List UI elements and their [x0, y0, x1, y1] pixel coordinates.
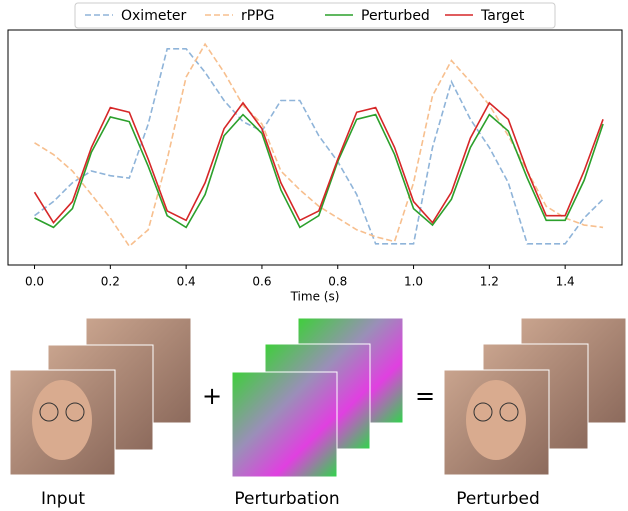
series-line [35, 103, 604, 223]
plot-frame [8, 30, 622, 265]
legend-label: Perturbed [361, 8, 430, 24]
perturbed-stack [444, 318, 626, 475]
legend-label: rPPG [241, 8, 275, 24]
equals-operator: = [415, 382, 435, 410]
plus-operator: + [202, 382, 222, 410]
x-tick-label: 0.8 [328, 275, 347, 289]
x-tick-label: 0.0 [25, 275, 44, 289]
x-tick-label: 1.4 [556, 275, 575, 289]
panel-label: Input [41, 489, 85, 509]
panel-label: Perturbation [234, 489, 339, 509]
input-stack [10, 318, 191, 475]
x-tick-label: 0.6 [252, 275, 271, 289]
figure: Time (s) + = Input Perturbation Perturbe… [0, 0, 628, 511]
x-tick-label: 0.4 [177, 275, 196, 289]
x-tick-label: 0.2 [101, 275, 120, 289]
x-tick-label: 1.0 [404, 275, 423, 289]
legend-label: Oximeter [121, 8, 187, 24]
perturbation-stack [232, 318, 403, 477]
x-tick-label: 1.2 [480, 275, 499, 289]
legend-label: Target [480, 8, 525, 24]
x-axis-label: Time (s) [290, 290, 340, 304]
panel-label: Perturbed [456, 489, 540, 509]
